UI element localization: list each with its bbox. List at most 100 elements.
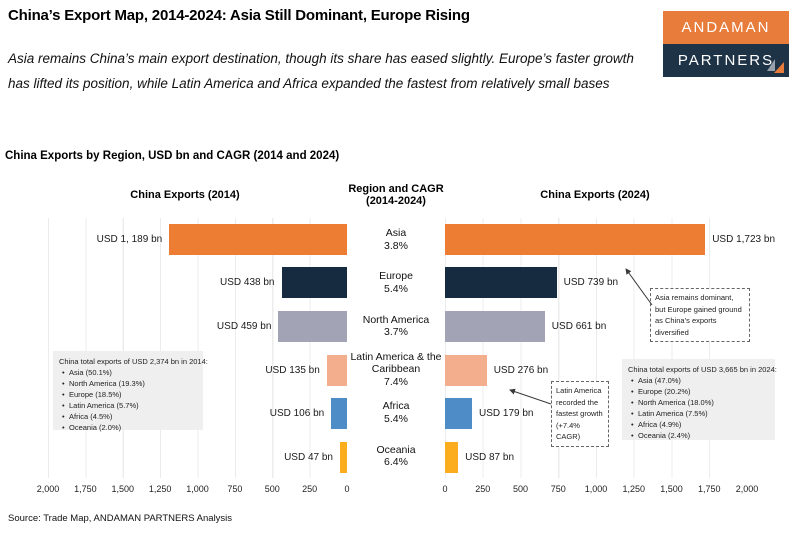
bar-value-label: USD 179 bn bbox=[479, 408, 534, 419]
axis-tick-label: 250 bbox=[302, 484, 318, 494]
bar-value-label: USD 106 bn bbox=[269, 408, 325, 419]
cagr-label: 3.8% bbox=[384, 239, 408, 252]
cagr-label: 5.4% bbox=[384, 412, 408, 425]
region-label: Oceania bbox=[376, 443, 416, 456]
summary-item: North America (18.0%) bbox=[628, 397, 769, 408]
axis-tick-label: 500 bbox=[264, 484, 280, 494]
summary-item: Africa (4.9%) bbox=[628, 419, 769, 430]
bar-africa-2014 bbox=[331, 398, 347, 429]
region-cell-oceania: Oceania 6.4% bbox=[347, 435, 445, 478]
summary-item: Asia (50.1%) bbox=[59, 367, 197, 378]
logo-line1: ANDAMAN bbox=[681, 19, 771, 36]
region-cell-asia: Asia 3.8% bbox=[347, 218, 445, 261]
region-label: Africa bbox=[382, 400, 410, 413]
bar-asia-2014 bbox=[169, 224, 347, 255]
row-latin-america-2024: USD 276 bn bbox=[445, 355, 747, 386]
region-label: North America bbox=[362, 313, 430, 326]
summary-title-2024: China total exports of USD 3,665 bn in 2… bbox=[628, 365, 777, 374]
summary-box-2024: China total exports of USD 3,665 bn in 2… bbox=[622, 359, 777, 441]
logo-top: ANDAMAN bbox=[663, 11, 789, 44]
row-latin-america-2014: USD 135 bn bbox=[48, 355, 347, 386]
bar-north-america-2014 bbox=[278, 311, 347, 342]
cagr-label: 6.4% bbox=[384, 456, 408, 469]
bar-asia-2024 bbox=[445, 224, 706, 255]
axis-tick-label: 1,750 bbox=[74, 484, 97, 494]
row-oceania-2024: USD 87 bn bbox=[445, 442, 747, 473]
bar-value-label: USD 438 bn bbox=[220, 277, 275, 288]
panel-title-center: Region and CAGR (2014-2024) bbox=[341, 183, 451, 207]
row-europe-2014: USD 438 bn bbox=[48, 267, 347, 298]
logo-bottom: PARTNERS bbox=[663, 44, 789, 77]
region-cell-europe: Europe 5.4% bbox=[347, 261, 445, 304]
row-asia-2024: USD 1,723 bn bbox=[445, 224, 775, 255]
axis-tick-label: 0 bbox=[344, 484, 350, 494]
summary-item: Europe (18.5%) bbox=[59, 389, 197, 400]
summary-box-2014: China total exports of USD 2,374 bn in 2… bbox=[53, 351, 208, 433]
axis-tick-label: 1,000 bbox=[186, 484, 209, 494]
summary-item: Latin America (7.5%) bbox=[628, 408, 769, 419]
region-cell-north-america: North America 3.7% bbox=[347, 305, 445, 348]
bar-value-label: USD 87 bn bbox=[465, 452, 515, 463]
axis-tick-label: 1,500 bbox=[660, 484, 683, 494]
bar-oceania-2014 bbox=[340, 442, 347, 473]
source-note: Source: Trade Map, ANDAMAN PARTNERS Anal… bbox=[8, 513, 233, 524]
bar-value-label: USD 1, 189 bn bbox=[96, 234, 163, 245]
callout-asia: Asia remains dominant, but Europe gained… bbox=[650, 288, 750, 342]
region-label: Europe bbox=[379, 270, 413, 283]
row-africa-2014: USD 106 bn bbox=[48, 398, 347, 429]
panel-title-2014: China Exports (2014) bbox=[130, 189, 240, 201]
bar-oceania-2024 bbox=[445, 442, 459, 473]
bar-value-label: USD 459 bn bbox=[216, 321, 272, 332]
axis-tick-label: 750 bbox=[227, 484, 243, 494]
axis-tick-label: 1,000 bbox=[584, 484, 608, 494]
axis-tick-label: 0 bbox=[442, 484, 448, 494]
region-cell-latin-america: Latin America & the Caribbean 7.4% bbox=[347, 348, 445, 391]
axis-tick-label: 2,000 bbox=[36, 484, 60, 494]
row-europe-2024: USD 739 bn bbox=[445, 267, 747, 298]
cagr-label: 3.7% bbox=[384, 326, 408, 339]
axis-tick-label: 1,250 bbox=[148, 484, 172, 494]
bar-value-label: USD 739 bn bbox=[563, 277, 619, 288]
region-label: Asia bbox=[385, 227, 407, 240]
row-north-america-2014: USD 459 bn bbox=[48, 311, 347, 342]
chart-title: China Exports by Region, USD bn and CAGR… bbox=[5, 150, 340, 162]
center-title-line2: (2014-2024) bbox=[366, 195, 426, 207]
axis-tick-label: 500 bbox=[512, 484, 529, 494]
bar-latin-america-2024 bbox=[445, 355, 487, 386]
axis-tick-label: 1,250 bbox=[622, 484, 646, 494]
bar-value-label: USD 276 bn bbox=[493, 365, 549, 376]
summary-item: Europe (20.2%) bbox=[628, 386, 769, 397]
bar-value-label: USD 47 bn bbox=[284, 452, 333, 463]
row-asia-2014: USD 1, 189 bn bbox=[48, 224, 347, 255]
bar-value-label: USD 1,723 bn bbox=[712, 234, 776, 245]
bar-north-america-2024 bbox=[445, 311, 545, 342]
axis-tick-label: 1,500 bbox=[111, 484, 135, 494]
center-title-line1: Region and CAGR bbox=[348, 183, 444, 195]
bar-value-label: USD 661 bn bbox=[551, 321, 607, 332]
page-subtitle: Asia remains China’s main export destina… bbox=[8, 51, 634, 91]
summary-item: Oceania (2.4%) bbox=[628, 430, 769, 441]
callout-latin-america: Latin America recorded the fastest growt… bbox=[551, 381, 609, 447]
summary-item: Latin America (5.7%) bbox=[59, 400, 197, 411]
row-oceania-2014: USD 47 bn bbox=[48, 442, 347, 473]
andaman-partners-logo: ANDAMAN PARTNERS bbox=[663, 11, 789, 77]
axis-tick-label: 2,000 bbox=[735, 484, 759, 494]
region-label: Latin America & the Caribbean bbox=[350, 350, 442, 376]
bar-value-label: USD 135 bn bbox=[265, 365, 320, 376]
page-title: China’s Export Map, 2014-2024: Asia Stil… bbox=[8, 7, 470, 24]
cagr-label: 7.4% bbox=[384, 375, 408, 388]
summary-item: Africa (4.5%) bbox=[59, 411, 197, 422]
bar-latin-america-2014 bbox=[326, 355, 347, 386]
axis-tick-label: 750 bbox=[550, 484, 566, 494]
bar-europe-2014 bbox=[281, 267, 347, 298]
bar-africa-2024 bbox=[445, 398, 472, 429]
region-cagr-column: Asia 3.8% Europe 5.4% North America 3.7%… bbox=[347, 218, 445, 478]
axis-tick-label: 1,750 bbox=[697, 484, 721, 494]
row-north-america-2024: USD 661 bn bbox=[445, 311, 747, 342]
chart-2014-plot: USD 1, 189 bn USD 438 bn USD 459 bn USD … bbox=[48, 218, 347, 478]
bar-europe-2024 bbox=[445, 267, 557, 298]
summary-item: North America (19.3%) bbox=[59, 378, 197, 389]
summary-item: Asia (47.0%) bbox=[628, 375, 769, 386]
sail-icon bbox=[767, 59, 784, 73]
panel-title-2024: China Exports (2024) bbox=[540, 189, 650, 201]
